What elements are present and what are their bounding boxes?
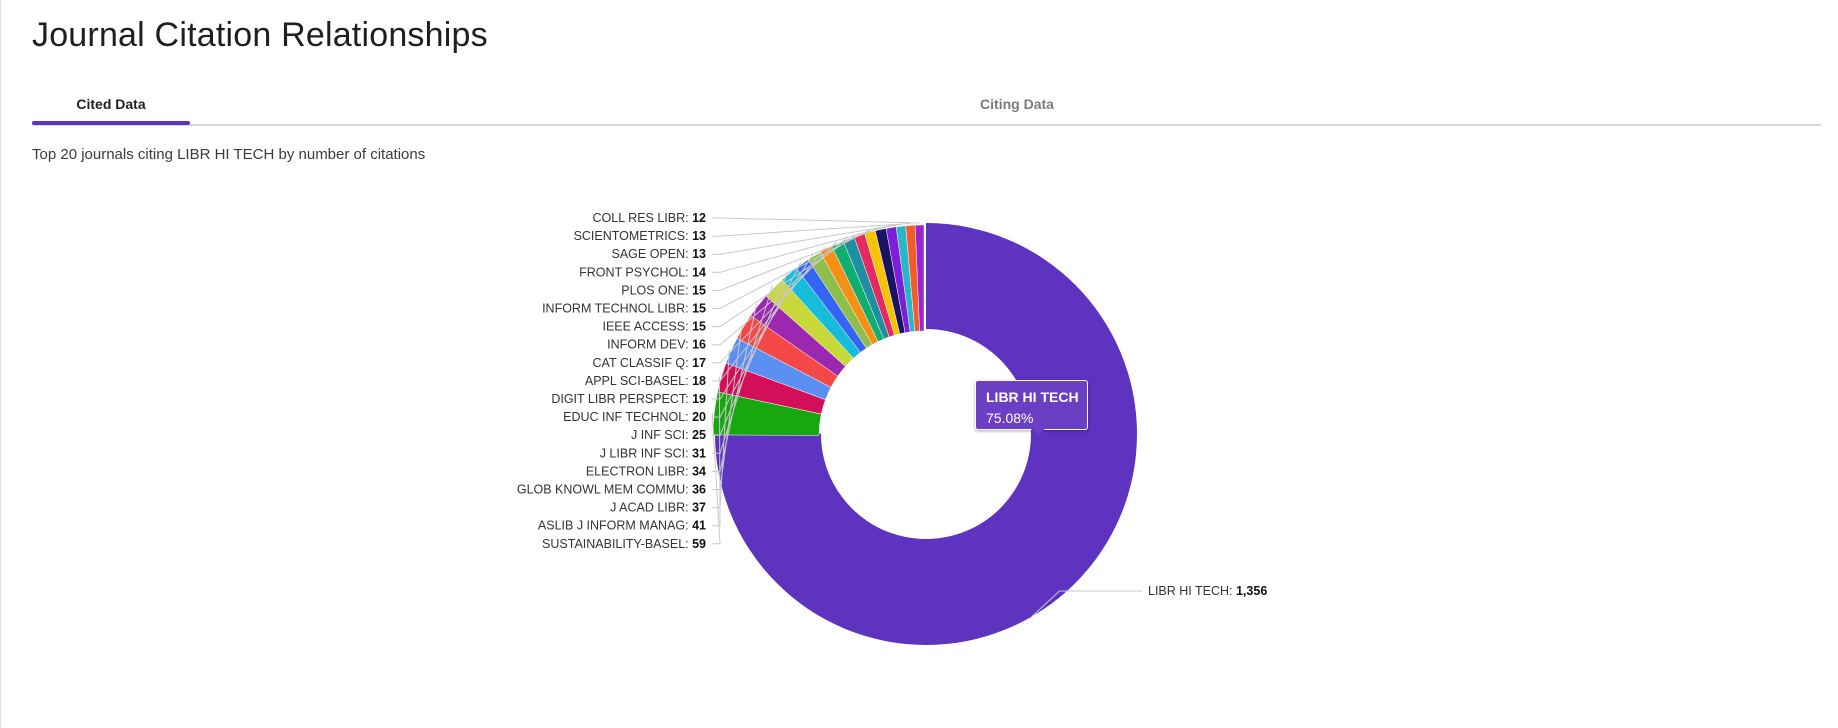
data-label-value: 34 [692,464,706,478]
data-label-name: INFORM TECHNOL LIBR: [542,302,692,316]
data-label-value: 36 [692,483,706,497]
data-label-sustainability-basel: SUSTAINABILITY-BASEL: 59 [542,537,706,551]
data-label-value: 41 [692,519,706,533]
data-label-inform-technol-libr: INFORM TECHNOL LIBR: 15 [542,302,706,316]
leader-line-libr-hi-tech [1029,590,1142,620]
left-border [0,0,1,728]
leader-line-aslib-j-inform-manag [712,376,721,527]
data-label-value: 37 [692,501,706,515]
data-label-name: SCIENTOMETRICS: [574,229,693,243]
data-label-plos-one: PLOS ONE: 15 [621,283,706,297]
data-label-name: J INF SCI: [631,428,692,442]
data-label-educ-inf-technol: EDUC INF TECHNOL: 20 [563,410,706,424]
data-label-value: 15 [692,302,706,316]
data-label-libr-hi-tech: LIBR HI TECH: 1,356 [1148,584,1267,598]
data-label-name: COLL RES LIBR: [593,211,693,225]
data-label-value: 14 [692,265,706,279]
tab-citing-data[interactable]: Citing Data [980,96,1054,112]
data-label-name: PLOS ONE: [621,283,692,297]
data-label-value: 13 [692,247,706,261]
data-label-coll-res-libr: COLL RES LIBR: 12 [593,211,707,225]
data-label-j-acad-libr: J ACAD LIBR: 37 [610,501,706,515]
tooltip-name: LIBR HI TECH [986,389,1079,405]
chart-slices [712,223,1137,646]
data-label-value: 17 [692,356,706,370]
data-label-inform-dev: INFORM DEV: 16 [607,338,706,352]
data-label-value: 16 [692,338,706,352]
data-label-ieee-access: IEEE ACCESS: 15 [602,320,706,334]
leader-line-sage-open [712,223,901,255]
data-label-value: 13 [692,229,706,243]
leader-line-coll-res-libr [712,217,920,224]
leader-line-front-psychol [712,225,891,273]
data-label-value: 15 [692,320,706,334]
data-label-name: DIGIT LIBR PERSPECT: [551,392,692,406]
data-label-front-psychol: FRONT PSYCHOL: 14 [579,265,706,279]
leader-line-inform-technol-libr [712,229,870,309]
data-label-name: J ACAD LIBR: [610,501,692,515]
data-label-cat-classif-q: CAT CLASSIF Q: 17 [593,356,707,370]
slice-libr-hi-tech[interactable] [715,223,1137,646]
data-label-name: IEEE ACCESS: [602,320,692,334]
data-label-j-libr-inf-sci: J LIBR INF SCI: 31 [600,446,706,460]
data-label-value: 12 [692,211,706,225]
leader-line-ieee-access [712,232,860,328]
data-label-name: J LIBR INF SCI: [600,446,692,460]
data-label-value: 31 [692,446,706,460]
data-label-electron-libr: ELECTRON LIBR: 34 [586,464,706,478]
data-label-glob-knowl-mem-commu: GLOB KNOWL MEM COMMU: 36 [517,483,706,497]
data-label-appl-sci-basel: APPL SCI-BASEL: 18 [585,374,706,388]
tab-cited-data[interactable]: Cited Data [32,86,190,125]
data-label-aslib-j-inform-manag: ASLIB J INFORM MANAG: 41 [538,519,706,533]
data-label-name: EDUC INF TECHNOL: [563,410,692,424]
data-label-value: 18 [692,374,706,388]
chart-leader-lines [711,217,1142,620]
data-label-name: FRONT PSYCHOL: [579,265,692,279]
data-label-sage-open: SAGE OPEN: 13 [612,247,707,261]
data-label-value: 25 [692,428,706,442]
data-label-name: ASLIB J INFORM MANAG: [538,519,692,533]
slice-coll-res-libr[interactable] [914,224,925,332]
data-label-j-inf-sci: J INF SCI: 25 [631,428,706,442]
chart-tooltip: LIBR HI TECH 75.08% [975,380,1088,436]
data-label-name: INFORM DEV: [607,338,692,352]
data-label-value: 59 [692,537,706,551]
data-label-scientometrics: SCIENTOMETRICS: 13 [574,229,706,243]
tab-bar: Cited Data Citing Data [32,86,1821,126]
data-label-name: LIBR HI TECH: [1148,584,1236,598]
leader-line-appl-sci-basel [712,247,826,382]
data-label-name: SAGE OPEN: [612,247,693,261]
leader-line-plos-one [712,227,881,291]
data-label-digit-libr-perspect: DIGIT LIBR PERSPECT: 19 [551,392,706,406]
leader-line-scientometrics [712,222,911,237]
tooltip-percent: 75.08% [986,410,1034,426]
leader-line-sustainability-basel [711,413,721,545]
data-label-value: 15 [692,283,706,297]
data-label-name: APPL SCI-BASEL: [585,374,692,388]
page-title: Journal Citation Relationships [32,16,488,54]
data-label-value: 20 [692,410,706,424]
data-label-name: ELECTRON LIBR: [586,464,692,478]
leader-line-digit-libr-perspect [712,253,814,400]
data-label-value: 19 [692,392,706,406]
data-label-name: SUSTAINABILITY-BASEL: [542,537,692,551]
data-label-value: 1,356 [1236,584,1267,598]
data-label-name: GLOB KNOWL MEM COMMU: [517,483,692,497]
chart-subtitle: Top 20 journals citing LIBR HI TECH by n… [32,146,426,163]
data-label-name: CAT CLASSIF Q: [593,356,693,370]
